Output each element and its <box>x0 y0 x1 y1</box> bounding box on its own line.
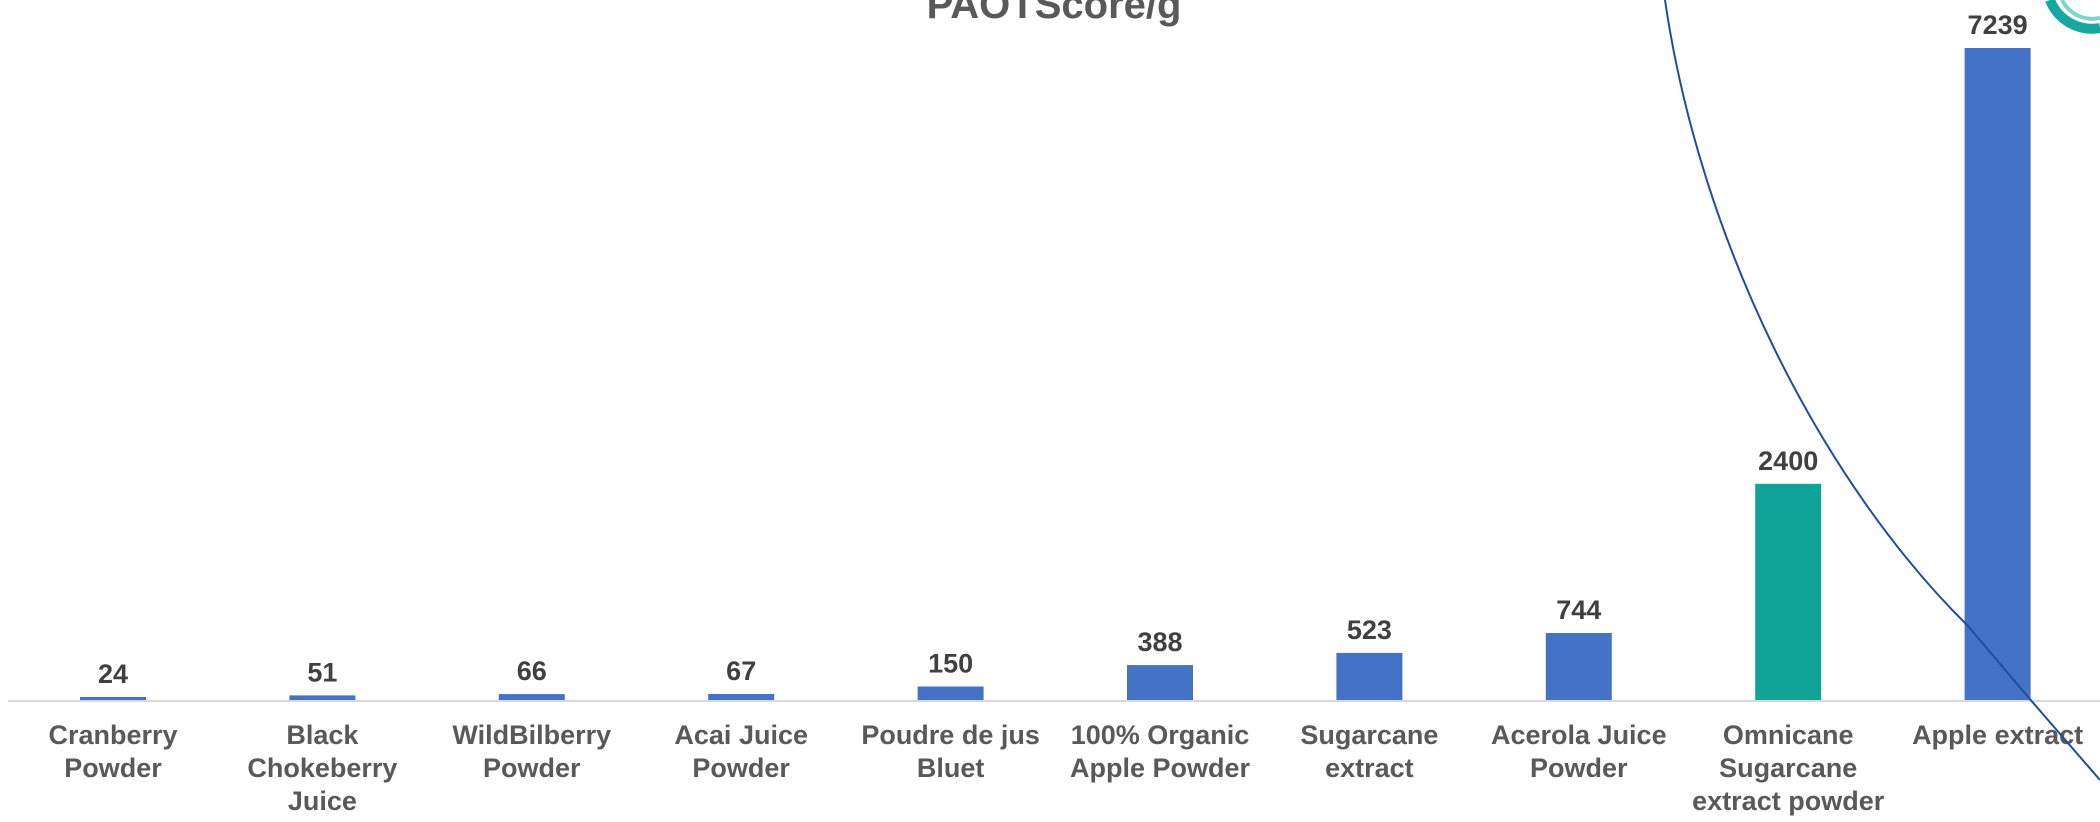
category-label: Apple extract <box>1912 720 2083 750</box>
category-label: WildBilberry Powder <box>452 720 611 783</box>
bar <box>289 695 356 700</box>
bar-value-label: 388 <box>1137 627 1182 657</box>
category-label-line: Bluet <box>917 753 985 783</box>
category-label-line: Acai Juice <box>674 720 808 750</box>
bar <box>1336 652 1403 700</box>
category-label-line: Powder <box>64 753 162 783</box>
category-label: Sugarcane extract <box>1300 720 1438 783</box>
bar-value-label: 744 <box>1556 595 1601 625</box>
category-label: Poudre de jus Bluet <box>861 720 1040 783</box>
category-label: Black Chokeberry Juice <box>247 720 397 816</box>
bar-value-label: 66 <box>517 656 547 686</box>
value-labels-group: 24 51 66 67 150 388 523 744 2400 7239 <box>98 10 2028 689</box>
category-label-line: extract powder <box>1692 786 1885 816</box>
category-label-line: WildBilberry <box>452 720 611 750</box>
category-label-line: 100% Organic <box>1071 720 1250 750</box>
bar-value-label: 2400 <box>1758 446 1818 476</box>
chart-title: PAOTScore/g <box>927 0 1182 27</box>
category-label: Acerola Juice Powder <box>1491 720 1667 783</box>
category-label-line: Cranberry <box>48 720 177 750</box>
bar <box>1964 48 2031 700</box>
bars-group <box>80 48 2031 700</box>
category-label-line: Black <box>286 720 359 750</box>
category-label-line: Powder <box>1530 753 1628 783</box>
bar-value-label: 51 <box>307 657 337 687</box>
category-label: Acai Juice Powder <box>674 720 808 783</box>
bar-value-label: 150 <box>928 649 973 679</box>
category-label-line: Poudre de jus <box>861 720 1040 750</box>
category-label-line: Omnicane <box>1723 720 1854 750</box>
bar <box>1127 665 1193 700</box>
bar <box>80 697 146 700</box>
category-label-line: Juice <box>288 786 357 816</box>
category-label-line: Apple Powder <box>1070 753 1251 783</box>
bar-value-label: 24 <box>98 659 128 689</box>
category-label-line: Powder <box>483 753 581 783</box>
bar <box>1755 483 1822 700</box>
category-label-line: Sugarcane <box>1300 720 1438 750</box>
category-label-line: extract <box>1325 753 1414 783</box>
bar-value-label: 67 <box>726 656 756 686</box>
category-label-line: Chokeberry <box>247 753 397 783</box>
bar-value-label: 7239 <box>1968 10 2028 40</box>
bar <box>917 686 984 700</box>
bar <box>1545 633 1612 700</box>
bar <box>708 694 775 700</box>
overlay-curve <box>1664 0 2100 781</box>
category-label-line: Apple extract <box>1912 720 2083 750</box>
bar <box>498 694 565 700</box>
bar-value-label: 523 <box>1347 615 1392 645</box>
category-label-line: Sugarcane <box>1719 753 1857 783</box>
category-label-line: Acerola Juice <box>1491 720 1667 750</box>
category-label-line: Powder <box>692 753 790 783</box>
category-label: 100% Organic Apple Powder <box>1070 720 1251 783</box>
logo-badge-icon <box>2045 0 2100 34</box>
category-label: Omnicane Sugarcane extract powder <box>1692 720 1885 816</box>
category-label: Cranberry Powder <box>48 720 177 783</box>
